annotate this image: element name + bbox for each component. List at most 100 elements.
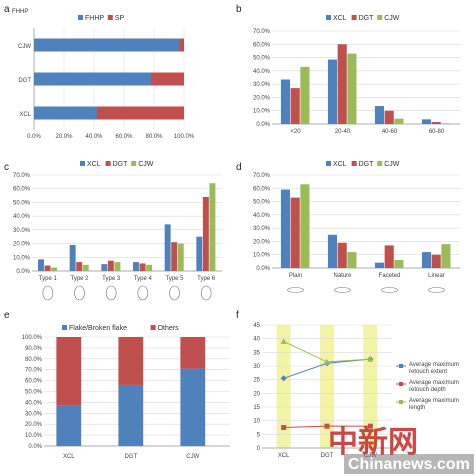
panel-c-bar-xcl-2: [101, 264, 108, 271]
panel-e-bar-flake-1: [118, 384, 144, 446]
panel-letter-b: b: [236, 4, 242, 15]
panel-d-legend-swatch-1: [351, 161, 357, 166]
panel-e-ytick-10: 100.0%: [22, 335, 43, 341]
panel-e-ytick-8: 80.0%: [25, 357, 43, 363]
panel-f-point-1-1: [324, 423, 330, 429]
panel-a-xtick-5: 100.0%: [174, 134, 195, 140]
panel-f-ytick-3: 15: [253, 405, 260, 411]
panel-c-xtick-3: Type 4: [134, 276, 153, 282]
panel-b-bar-xcl-0: [280, 79, 291, 124]
panel-e-ytick-4: 40.0%: [25, 400, 43, 406]
panel-b-legend-label-1: DGT: [359, 15, 375, 22]
panel-d-bar-dgt-1: [337, 242, 347, 268]
panel-f-ytick-2: 10: [253, 419, 260, 425]
panel-b-bar-cjw-3: [441, 123, 451, 124]
panel-d-bar-dgt-0: [290, 197, 300, 268]
panel-c-legend-swatch-1: [105, 161, 111, 166]
panel-d-xtick-2: Faceted: [379, 273, 401, 279]
panel-c-artefact-sketch-3: [137, 285, 149, 301]
panel-c-legend-label-1: DGT: [113, 161, 129, 168]
panel-e-legend-swatch-0: [62, 325, 67, 330]
panel-d-xtick-1: Nature: [333, 273, 352, 279]
panel-f-ytick-5: 25: [253, 378, 260, 384]
panel-b-legend-swatch-0: [326, 15, 331, 20]
panel-c-ytick-0: 0.0%: [16, 269, 30, 275]
panel-c-ytick-7: 70.0%: [13, 173, 31, 179]
panel-c-bar-dgt-0: [44, 265, 51, 271]
panel-e-bar-flake-2: [180, 368, 206, 446]
panel-letter-e: e: [4, 310, 10, 321]
panel-a-xtick-0: 0.0%: [27, 134, 41, 140]
panel-b-ytick-0: 0.0%: [256, 122, 270, 128]
panel-f-point-2-2: [367, 356, 374, 362]
panel-c-artefact-sketch-0: [42, 285, 54, 301]
panel-c-artefact-sketch-1: [74, 285, 85, 301]
panel-d-xtick-0: Plain: [289, 273, 302, 279]
panel-c-bar-cjw-2: [114, 262, 121, 271]
panel-c-bar-cjw-0: [51, 267, 58, 271]
panel-a-xtick-1: 20.0%: [55, 134, 73, 140]
panel-c-bar-cjw-3: [146, 264, 153, 271]
panel-e-ytick-9: 90.0%: [25, 346, 43, 352]
panel-b-xtick-2: 40-60: [382, 129, 398, 135]
panel-b-legend-label-0: XCL: [333, 15, 347, 22]
panel-f-point-1-0: [281, 425, 287, 430]
panel-d-bar-dgt-3: [431, 254, 441, 268]
panel-c-artefact-sketch-2: [105, 285, 117, 301]
panel-a-legend-swatch-1: [107, 15, 113, 20]
panel-c-legend-swatch-0: [80, 161, 85, 166]
panel-d-legend-swatch-2: [377, 161, 383, 166]
panel-a-xtick-3: 60.0%: [115, 134, 133, 140]
panel-a-bar-fhhp-0: [34, 38, 180, 52]
panel-b-bar-dgt-0: [290, 88, 300, 124]
panel-c-xtick-2: Type 3: [102, 276, 121, 282]
panel-e-legend-label-0: Flake/Broken flake: [69, 325, 127, 332]
panel-b-bar-xcl-3: [421, 119, 432, 124]
panel-f-point-1-2: [367, 423, 373, 429]
panel-c-ytick-4: 40.0%: [13, 214, 31, 220]
panel-d-bar-cjw-1: [347, 252, 357, 268]
panel-a-xtick-4: 80.0%: [145, 134, 163, 140]
panel-f-ytick-8: 40: [253, 337, 260, 343]
panel-d-ytick-1: 10.0%: [253, 253, 271, 259]
panel-c-bar-dgt-2: [107, 260, 114, 271]
panel-a-ytick-1: DGT: [18, 78, 31, 84]
panel-c-ytick-6: 60.0%: [13, 187, 31, 193]
panel-e-ytick-6: 60.0%: [25, 379, 43, 385]
panel-a-legend-label-1: SP: [115, 15, 125, 22]
panel-b-ytick-2: 20.0%: [253, 95, 271, 101]
panel-b-bar-xcl-2: [374, 106, 385, 124]
panel-letter-f: f: [236, 310, 239, 321]
panel-d-platform-sketch-0: [287, 287, 304, 293]
panel-b-ytick-6: 60.0%: [253, 42, 271, 48]
panel-b-ytick-1: 10.0%: [253, 109, 271, 115]
panel-b-bar-cjw-0: [300, 66, 310, 124]
panel-f-legend-marker-2: [399, 400, 403, 404]
panel-c-ytick-3: 30.0%: [13, 228, 31, 234]
panel-d-bar-dgt-2: [384, 245, 394, 268]
panel-c-ytick-1: 10.0%: [13, 255, 31, 261]
panel-c-bar-dgt-5: [202, 196, 209, 271]
panel-f-point-2-1: [324, 358, 330, 365]
panel-c-bar-cjw-4: [177, 243, 184, 271]
panel-c-bar-dgt-4: [171, 242, 178, 271]
panel-c-artefact-sketch-5: [200, 285, 212, 301]
panel-d-ytick-4: 40.0%: [253, 213, 271, 219]
panel-c-artefact-sketch-4: [169, 285, 180, 301]
panel-a-xtick-2: 40.0%: [85, 134, 103, 140]
panel-d-bar-cjw-2: [394, 260, 404, 268]
panel-e-ytick-2: 20.0%: [25, 422, 43, 428]
panel-c-xtick-0: Type 1: [39, 276, 58, 282]
panel-e-legend-swatch-1: [150, 325, 156, 330]
panel-d-ytick-2: 20.0%: [253, 239, 271, 245]
panel-f-xtick-1: DGT: [321, 453, 334, 459]
panel-b-bar-cjw-2: [394, 118, 404, 124]
panel-b-bar-xcl-1: [327, 59, 338, 124]
panel-e-bar-others-0: [56, 337, 82, 406]
panel-c-ytick-2: 20.0%: [13, 242, 31, 248]
panel-e-bar-others-2: [180, 337, 206, 369]
panel-a-bar-sp-1: [151, 72, 184, 86]
panel-b-legend-swatch-2: [377, 15, 383, 20]
panel-c-legend-swatch-2: [131, 161, 137, 166]
panel-e-ytick-3: 30.0%: [25, 411, 43, 417]
